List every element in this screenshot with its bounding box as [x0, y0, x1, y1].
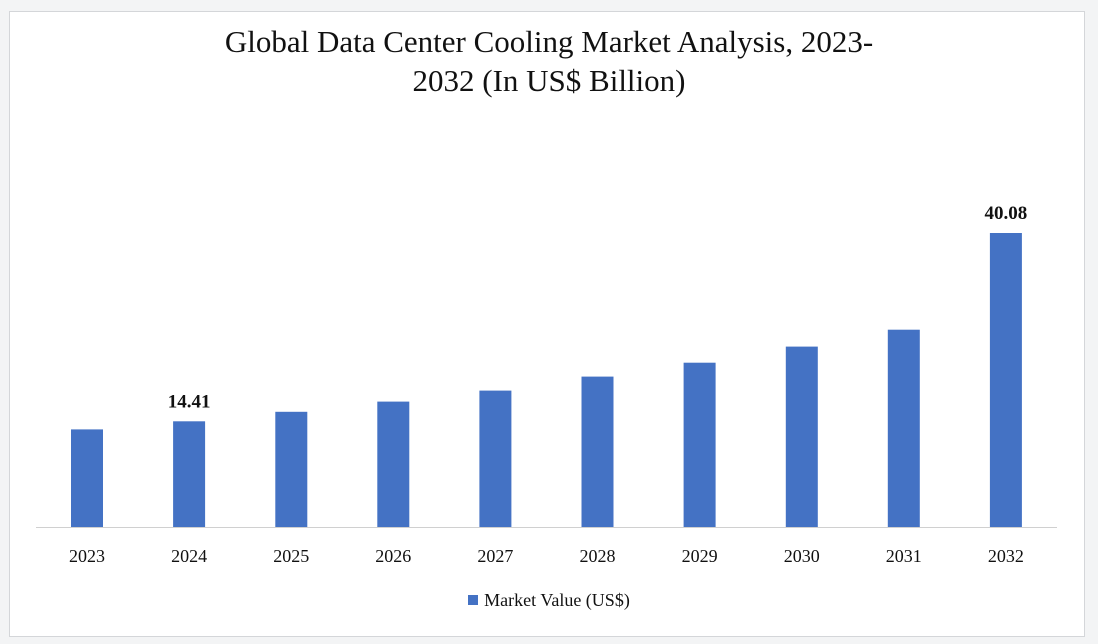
x-tick-label-2031: 2031 — [886, 546, 922, 566]
bar-2030 — [785, 346, 818, 527]
bar-2027 — [479, 390, 512, 527]
x-tick-label-2029: 2029 — [682, 546, 718, 566]
chart-title: Global Data Center Cooling Market Analys… — [0, 22, 1098, 100]
bar-2032 — [989, 233, 1022, 527]
x-tick-label-2030: 2030 — [784, 546, 820, 566]
bar-2029 — [683, 362, 716, 527]
x-tick-label-2032: 2032 — [988, 546, 1024, 566]
chart-legend: Market Value (US$) — [0, 590, 1098, 611]
x-tick-label-2027: 2027 — [477, 546, 513, 566]
data-label-2032: 40.08 — [985, 203, 1028, 224]
x-tick-label-2024: 2024 — [171, 546, 207, 566]
legend-label: Market Value (US$) — [484, 590, 630, 610]
legend-swatch — [468, 595, 479, 605]
data-label-2024: 14.41 — [168, 391, 211, 412]
x-tick-label-2025: 2025 — [273, 546, 309, 566]
bar-2023 — [71, 429, 103, 527]
chart-title-line-1: Global Data Center Cooling Market Analys… — [224, 24, 874, 59]
bar-2031 — [887, 329, 920, 527]
x-tick-label-2026: 2026 — [375, 546, 411, 566]
bar-2024 — [173, 421, 206, 527]
chart-frame — [9, 11, 1085, 637]
bar-2025 — [275, 411, 308, 527]
bar-2026 — [377, 401, 410, 527]
bar-2028 — [581, 376, 614, 527]
x-tick-label-2028: 2028 — [580, 546, 616, 566]
chart-title-line-2: 2032 (In US$ Billion) — [412, 63, 686, 98]
x-tick-label-2023: 2023 — [69, 546, 105, 566]
